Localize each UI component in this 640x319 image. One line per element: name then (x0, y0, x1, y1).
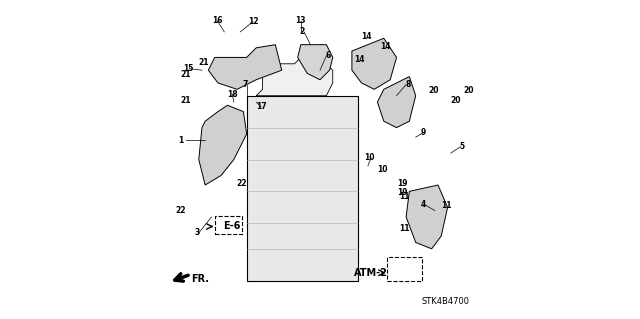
Text: 11: 11 (399, 192, 410, 201)
Text: 6: 6 (325, 51, 331, 60)
Text: 18: 18 (227, 90, 237, 99)
Text: 20: 20 (428, 86, 438, 95)
Text: 14: 14 (361, 32, 371, 41)
Text: 22: 22 (175, 206, 186, 215)
FancyBboxPatch shape (215, 216, 242, 234)
Text: 13: 13 (296, 16, 306, 25)
Text: 11: 11 (441, 201, 451, 210)
Text: 9: 9 (421, 128, 426, 137)
Text: 1: 1 (179, 136, 184, 145)
Text: ATM-2: ATM-2 (354, 268, 388, 278)
Text: 5: 5 (460, 142, 465, 151)
Text: 4: 4 (421, 200, 426, 209)
Text: 10: 10 (377, 165, 387, 174)
Text: 15: 15 (184, 64, 194, 73)
FancyBboxPatch shape (387, 257, 422, 281)
Text: FR.: FR. (191, 274, 209, 284)
Polygon shape (246, 96, 358, 281)
Text: 20: 20 (463, 86, 474, 95)
Text: 16: 16 (212, 16, 223, 25)
Text: 7: 7 (243, 80, 248, 89)
Text: STK4B4700: STK4B4700 (422, 297, 470, 306)
Text: 14: 14 (380, 42, 390, 51)
Polygon shape (199, 105, 246, 185)
Polygon shape (406, 185, 447, 249)
Text: 19: 19 (397, 189, 408, 197)
Text: 21: 21 (198, 58, 209, 67)
Text: E-6: E-6 (223, 221, 241, 232)
Text: 17: 17 (255, 102, 266, 111)
Text: 3: 3 (195, 228, 200, 237)
Bar (230, 54, 374, 293)
Text: 14: 14 (355, 55, 365, 63)
Text: 19: 19 (397, 179, 408, 188)
Text: 2: 2 (300, 27, 305, 36)
Polygon shape (256, 57, 333, 96)
Text: 22: 22 (237, 179, 247, 188)
Text: 10: 10 (364, 153, 374, 162)
Text: 8: 8 (405, 80, 410, 89)
Text: 20: 20 (451, 96, 461, 105)
Text: 11: 11 (399, 224, 410, 233)
Text: 21: 21 (180, 96, 191, 105)
Polygon shape (352, 38, 397, 89)
Polygon shape (378, 77, 416, 128)
Text: 12: 12 (248, 17, 259, 26)
Text: 21: 21 (180, 70, 191, 79)
Polygon shape (298, 45, 333, 80)
Polygon shape (209, 45, 282, 89)
